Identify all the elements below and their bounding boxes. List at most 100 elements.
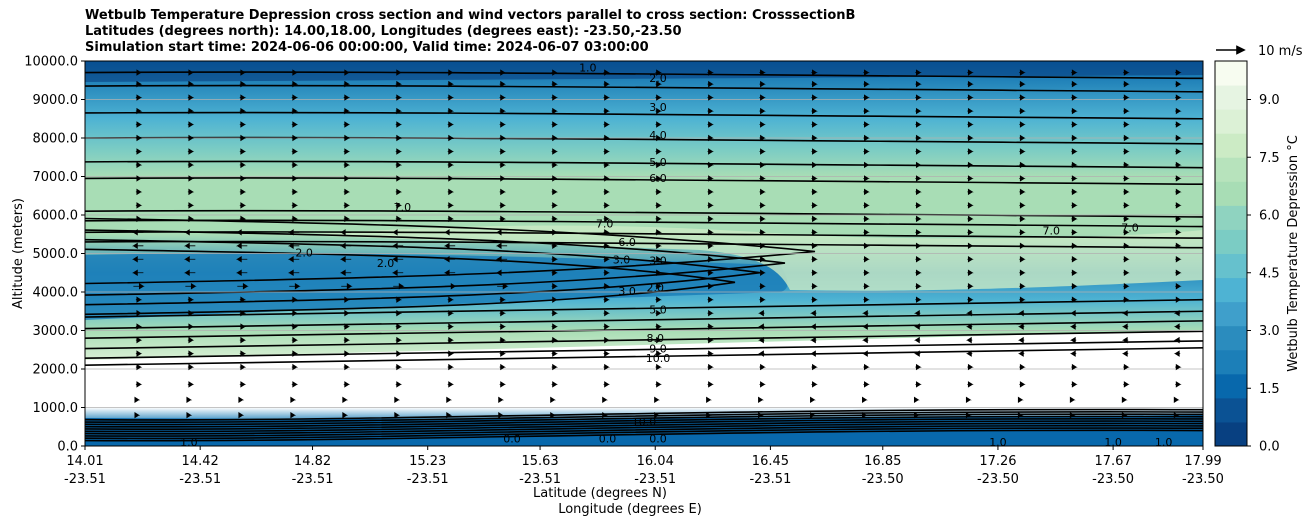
wind-vector — [1019, 242, 1026, 250]
contour-line — [85, 429, 1203, 442]
wind-vector — [915, 69, 922, 76]
contour-label: 1.0 — [180, 436, 198, 449]
wind-vector — [1019, 296, 1026, 303]
wind-vector — [343, 175, 351, 182]
wind-vector — [707, 350, 714, 357]
wind-vector — [758, 350, 765, 357]
wind-vector — [1071, 269, 1078, 276]
wind-vector — [655, 188, 662, 196]
wind-vector — [445, 283, 457, 290]
wind-vector — [759, 80, 766, 88]
wind-vector — [965, 350, 973, 357]
wind-vector — [603, 148, 610, 155]
colorbar-segment — [1215, 397, 1247, 423]
wind-vector — [811, 256, 818, 263]
wind-vector — [1123, 202, 1130, 209]
wind-vector — [707, 381, 714, 388]
wind-vector — [499, 296, 507, 303]
wind-vector — [915, 80, 922, 88]
wind-vector — [1071, 215, 1078, 223]
wind-vector — [655, 80, 662, 88]
wind-vector — [551, 94, 559, 101]
wind-vector — [863, 363, 870, 371]
wind-vector — [707, 296, 714, 303]
wind-vector — [863, 148, 870, 155]
wind-vector — [862, 411, 868, 419]
wind-vector — [1071, 202, 1078, 209]
wind-vector — [967, 256, 974, 263]
wind-vector — [235, 242, 248, 250]
wind-vector — [965, 323, 973, 330]
wind-vector — [913, 309, 921, 317]
wind-vector — [758, 336, 765, 344]
wind-vector — [1123, 148, 1130, 155]
wind-vector — [603, 242, 610, 250]
wind-vector — [291, 94, 299, 101]
contour-label: 1.0 — [1155, 436, 1173, 449]
contour-label: 2.0 — [646, 281, 664, 294]
wind-vector — [862, 350, 869, 357]
wind-vector — [551, 215, 559, 223]
wind-vector — [187, 363, 195, 371]
wind-vector — [603, 188, 610, 196]
wind-vector — [603, 80, 610, 88]
wind-vector — [186, 411, 193, 419]
wind-vector — [287, 256, 300, 263]
wind-vector — [915, 381, 922, 388]
wind-vector — [811, 69, 818, 76]
wind-vector — [135, 202, 143, 209]
wind-vector — [655, 175, 662, 182]
wind-vector — [965, 309, 973, 317]
wind-vector — [655, 229, 662, 236]
wind-vector — [759, 242, 766, 250]
wind-vector — [239, 296, 247, 303]
colorbar-segment — [1215, 325, 1247, 351]
wind-vector — [1069, 396, 1076, 404]
wind-vector — [967, 215, 974, 223]
wind-vector — [187, 107, 195, 115]
wind-vector — [1019, 269, 1026, 276]
wind-vector — [551, 161, 559, 169]
wind-vector — [447, 107, 455, 115]
wind-vector — [706, 396, 712, 404]
wind-vector — [291, 80, 299, 88]
wind-vector — [446, 396, 453, 404]
x-tick-label-lon: -23.51 — [407, 472, 449, 487]
wind-vector — [287, 229, 300, 236]
wind-vector — [187, 381, 195, 388]
wind-vector — [863, 175, 870, 182]
wind-vector — [447, 202, 455, 209]
contour-label: 6.0 — [618, 236, 636, 249]
contour-line — [85, 136, 1203, 145]
wind-vector — [707, 242, 714, 250]
wind-vector — [1123, 175, 1130, 182]
wind-vector — [1017, 350, 1025, 357]
wind-vector — [290, 396, 297, 404]
wind-vector — [707, 256, 714, 263]
wind-vector — [655, 336, 662, 344]
wind-vector — [187, 80, 195, 88]
wind-vector — [1017, 323, 1025, 330]
contour-line — [85, 209, 1203, 218]
y-tick-label: 0.0 — [57, 440, 78, 455]
wind-vector — [135, 121, 143, 128]
wind-vector — [1121, 411, 1128, 419]
wind-vector — [603, 296, 610, 303]
wind-vector — [967, 283, 974, 290]
wind-vector — [1123, 256, 1130, 263]
wind-vector — [1121, 350, 1129, 357]
colorbar-segment — [1215, 421, 1247, 447]
wind-vector — [1175, 148, 1182, 155]
wind-vector — [915, 215, 922, 223]
x-tick-label-lat: 16.04 — [637, 454, 674, 469]
wind-vector — [239, 202, 247, 209]
contour-label: 1.0 — [579, 62, 597, 75]
wind-vector — [707, 69, 714, 76]
wind-vector — [913, 336, 921, 344]
wind-vector — [238, 396, 245, 404]
x-tick-label-lat: 15.63 — [521, 454, 558, 469]
colorbar-segment — [1215, 181, 1247, 206]
wind-vector — [1071, 107, 1078, 115]
wind-vector — [707, 188, 714, 196]
wind-vector — [915, 107, 922, 115]
